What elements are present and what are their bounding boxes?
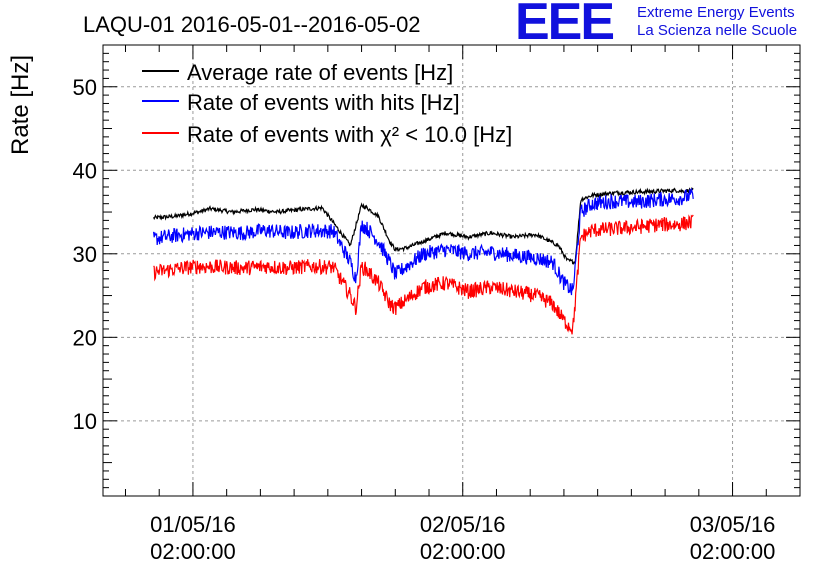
y-tick-label: 50 <box>73 75 97 100</box>
series-line-chi2 <box>153 214 694 335</box>
y-tick-label: 30 <box>73 242 97 267</box>
x-tick-label-time: 02:00:00 <box>420 539 506 564</box>
legend: Average rate of events [Hz] Rate of even… <box>142 60 512 147</box>
chart-title: LAQU-01 2016-05-01--2016-05-02 <box>83 12 421 37</box>
x-tick-label-date: 02/05/16 <box>420 512 506 537</box>
grid-layer <box>103 45 800 496</box>
x-tick-label-time: 02:00:00 <box>690 539 776 564</box>
y-tick-label: 40 <box>73 158 97 183</box>
series-line-hits <box>152 188 694 296</box>
legend-label-chi2: Rate of events with χ² < 10.0 [Hz] <box>187 122 512 147</box>
series-line-average <box>153 186 694 265</box>
eee-logo-text: Extreme Energy Events La Scienza nelle S… <box>637 4 797 40</box>
x-tick-label-date: 01/05/16 <box>150 512 236 537</box>
legend-label-average: Average rate of events [Hz] <box>187 60 453 85</box>
eee-logo-line1: Extreme Energy Events <box>637 4 795 21</box>
axes-layer: 102030405001/05/1602:00:0002/05/1602:00:… <box>73 44 801 564</box>
y-axis-label: Rate [Hz] <box>7 55 34 155</box>
x-tick-label-date: 03/05/16 <box>690 512 776 537</box>
legend-label-hits: Rate of events with hits [Hz] <box>187 90 460 115</box>
eee-logo-letters: EEE <box>515 0 615 51</box>
series-layer <box>152 186 694 335</box>
x-tick-label-time: 02:00:00 <box>150 539 236 564</box>
y-tick-label: 10 <box>73 409 97 434</box>
eee-logo-line2: La Scienza nelle Scuole <box>637 22 798 39</box>
y-tick-label: 20 <box>73 325 97 350</box>
